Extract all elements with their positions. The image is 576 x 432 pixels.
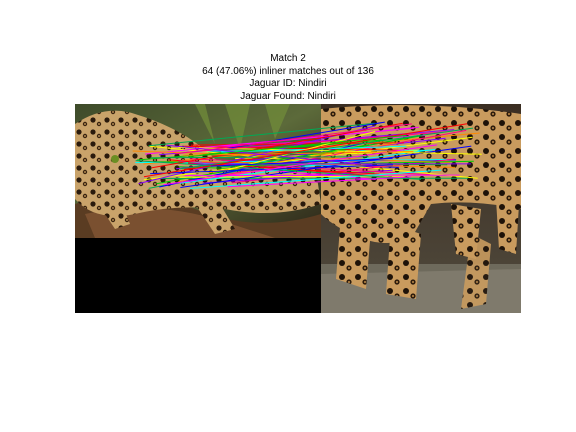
title-jaguar-id: Jaguar ID: Nindiri — [249, 78, 327, 89]
match-line — [166, 144, 373, 166]
match-line — [135, 160, 422, 180]
match-lines-overlay — [132, 121, 482, 189]
match-line — [174, 123, 412, 155]
match-line — [148, 122, 375, 147]
title-jaguar-found: Jaguar Found: Nindiri — [240, 90, 336, 102]
match-line — [227, 176, 411, 188]
match-line — [184, 145, 399, 151]
match-line — [189, 169, 442, 189]
match-line — [180, 127, 474, 170]
figure-title: Match 2 64 (47.06%) inliner matches out … — [0, 53, 576, 103]
match-line — [183, 151, 414, 156]
match-line — [180, 148, 436, 184]
match-figure — [75, 104, 521, 313]
match-line — [201, 161, 456, 168]
title-match-label: Match 2 — [270, 53, 306, 64]
match-line — [198, 127, 414, 149]
match-line — [189, 129, 467, 182]
match-line — [210, 157, 393, 167]
title-inlier-summary: 64 (47.06%) inliner matches out of 136 — [202, 65, 374, 77]
match-line — [189, 134, 407, 158]
match-line — [150, 156, 369, 159]
match-line — [143, 123, 468, 178]
padding-region — [75, 238, 321, 313]
